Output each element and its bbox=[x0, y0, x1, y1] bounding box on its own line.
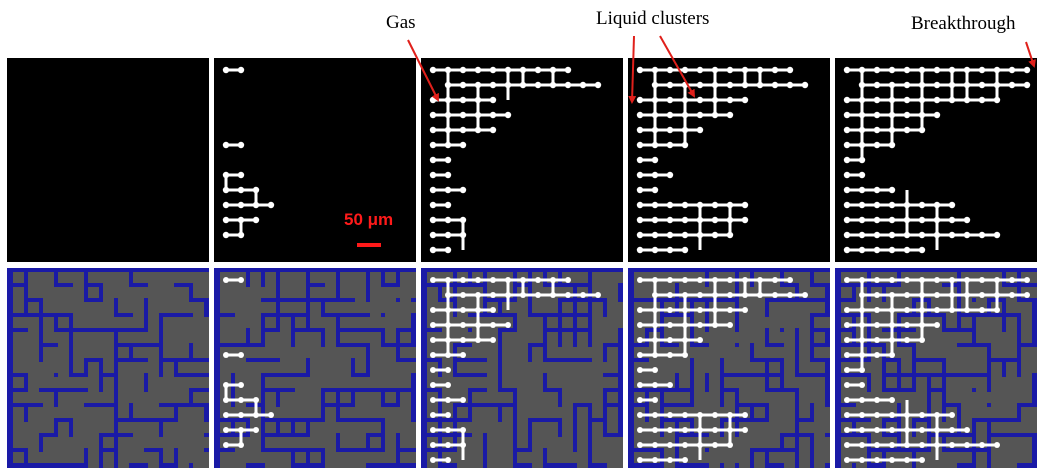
scale-bar bbox=[357, 243, 381, 247]
bottom-panel-2 bbox=[214, 268, 416, 468]
top-panel-3 bbox=[421, 58, 623, 262]
liquid-clusters-label: Liquid clusters bbox=[596, 8, 710, 29]
breakthrough-label: Breakthrough bbox=[911, 13, 1016, 34]
gas-label: Gas bbox=[386, 12, 416, 33]
top-panel-1 bbox=[7, 58, 209, 262]
bottom-panel-1 bbox=[7, 268, 209, 468]
bottom-panel-3 bbox=[421, 268, 623, 468]
top-panel-5 bbox=[835, 58, 1037, 262]
bottom-panel-5 bbox=[835, 268, 1037, 468]
scale-bar-label: 50 μm bbox=[344, 210, 394, 229]
bottom-panel-4 bbox=[628, 268, 830, 468]
top-panel-4 bbox=[628, 58, 830, 262]
top-panel-2 bbox=[214, 58, 416, 262]
